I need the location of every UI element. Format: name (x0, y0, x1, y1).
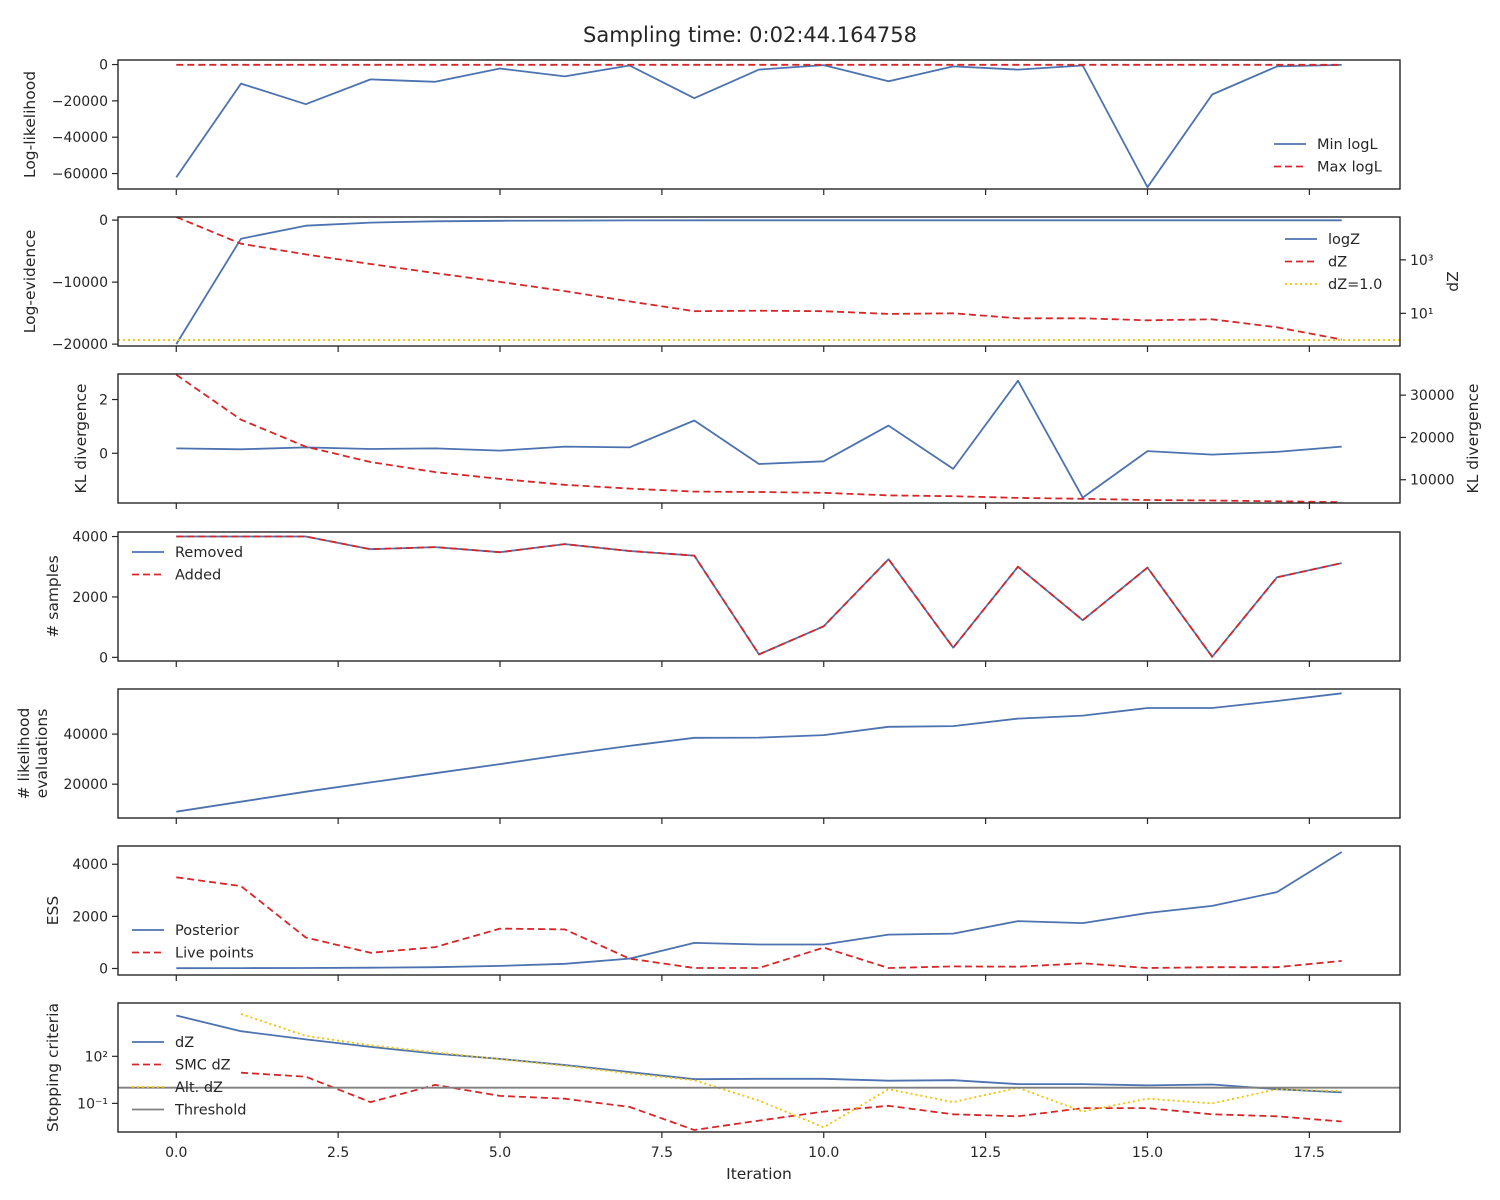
figure-title: Sampling time: 0:02:44.164758 (583, 23, 917, 47)
samples-panel-line-added (176, 535, 1342, 658)
y-tick-label: 2 (99, 393, 108, 409)
loglikelihood-panel-frame (117, 59, 1401, 190)
samples-panel-line-removed (176, 535, 1342, 658)
y-tick-label: 0 (99, 58, 108, 74)
kl-panel-line-series-1 (175, 374, 1342, 503)
legend-label: Added (175, 568, 221, 584)
x-axis-label: Iteration (726, 1165, 792, 1183)
legend-label: dZ=1.0 (1328, 277, 1382, 293)
y-axis-label: evaluations (33, 709, 51, 799)
loglikelihood-panel: 0 −20000 −40000 −60000 Log-likelihood Min log… (21, 58, 1401, 195)
legend-label: Posterior (175, 923, 239, 939)
y2-tick-label: 20000 (1410, 430, 1455, 446)
kl-panel-frame (117, 373, 1401, 504)
legend-label: Min logL (1317, 137, 1378, 153)
y-tick-label: 2000 (72, 590, 108, 606)
legend-label: SMC dZ (175, 1058, 231, 1074)
y-axis-label: Log-likelihood (21, 71, 39, 178)
x-tick-label: 7.5 (651, 1145, 673, 1161)
stopping-panel-line-smc-dz (240, 1071, 1342, 1131)
x-tick-label: 17.5 (1294, 1145, 1325, 1161)
loglikelihood-panel-legend: Min logL Max logL (1274, 137, 1382, 176)
evidence-panel-line-dz (175, 217, 1342, 341)
legend-label: dZ (1328, 255, 1347, 271)
y-tick-label: 20000 (63, 777, 108, 793)
evidence-panel-legend: logZ dZ dZ=1.0 (1285, 232, 1382, 293)
legend-label: Removed (175, 545, 243, 561)
stopping-panel: 0.0 2.5 5.0 7.5 10.0 12.5 15.0 17.5 10² 10⁻¹ Stopp… (44, 1002, 1401, 1161)
y-tick-label: −20000 (52, 94, 108, 110)
loglikelihood-panel-series (175, 63, 1342, 189)
samples-panel: 4000 2000 0 # samples Removed Added (44, 530, 1401, 667)
x-tick-label: 5.0 (489, 1145, 511, 1161)
evaluations-panel: 40000 20000 # likelihood evaluations (15, 688, 1401, 824)
samples-panel-series (176, 535, 1342, 658)
x-tick-label: 0.0 (165, 1145, 187, 1161)
evidence-panel-series (118, 217, 1400, 345)
ess-panel-series (176, 851, 1343, 970)
y2-axis-label: KL divergence (1464, 384, 1482, 494)
y2-tick-label: 10³ (1410, 253, 1433, 269)
evidence-panel-frame (117, 216, 1401, 347)
y-tick-label: 40000 (63, 727, 108, 743)
x-tick-label: 12.5 (970, 1145, 1001, 1161)
y-tick-label: 10⁻¹ (77, 1096, 108, 1112)
y-axis-label: # likelihood (15, 708, 33, 800)
evidence-panel-line-logz (175, 219, 1342, 345)
y-axis-label: KL divergence (72, 384, 90, 494)
stopping-panel-line-dz (176, 1014, 1342, 1094)
ess-panel-line-posterior (176, 851, 1343, 970)
legend-label: Max logL (1317, 160, 1382, 176)
legend-label: logZ (1328, 232, 1360, 248)
x-tick-label: 15.0 (1132, 1145, 1163, 1161)
evaluations-panel-line-series-0 (176, 692, 1342, 813)
legend-label: dZ (175, 1035, 194, 1051)
stopping-panel-legend: dZ SMC dZ Alt. dZ Threshold (132, 1035, 246, 1119)
legend-label: Alt. dZ (175, 1080, 223, 1096)
y-tick-label: 4000 (72, 857, 108, 873)
y-tick-label: −10000 (52, 275, 108, 291)
y-tick-label: 0 (99, 650, 108, 666)
y-axis-label: ESS (44, 896, 62, 925)
legend-label: Live points (175, 946, 254, 962)
y2-axis-label: dZ (1444, 271, 1462, 291)
y2-tick-label: 10000 (1410, 473, 1455, 489)
samples-panel-legend: Removed Added (132, 545, 243, 584)
y-axis-label: Log-evidence (21, 230, 39, 334)
kl-panel-line-series-0 (176, 379, 1342, 499)
x-tick-label: 10.0 (808, 1145, 839, 1161)
ess-panel-legend: Posterior Live points (132, 923, 254, 962)
stopping-panel-line-alt-dz (240, 1013, 1342, 1129)
panels: 0 −20000 −40000 −60000 Log-likelihood Min log… (15, 58, 1482, 1161)
ess-panel-frame (117, 845, 1401, 976)
y-tick-label: −40000 (52, 130, 108, 146)
stopping-panel-frame (117, 1002, 1401, 1133)
legend-label: Threshold (174, 1103, 246, 1119)
y-tick-label: 2000 (72, 909, 108, 925)
kl-panel-series (175, 374, 1342, 503)
y-axis-label: # samples (44, 555, 62, 637)
evidence-panel: 0 −10000 −20000 10¹ 10³ Log-evidence dZ logZ dZ d… (21, 213, 1462, 353)
samples-panel-frame (117, 531, 1401, 662)
y-tick-label: 4000 (72, 530, 108, 546)
y2-tick-label: 10¹ (1410, 306, 1433, 322)
kl-panel: 2 0 30000 20000 10000 KL divergence KL diverge… (72, 373, 1482, 509)
y2-tick-label: 30000 (1410, 388, 1455, 404)
y-tick-label: 0 (99, 961, 108, 977)
y-axis-label: Stopping criteria (44, 1003, 62, 1132)
ess-panel-line-live-points (176, 876, 1342, 969)
loglikelihood-panel-line-min-logl (175, 64, 1342, 189)
y-tick-label: 0 (99, 213, 108, 229)
x-tick-label: 2.5 (327, 1145, 349, 1161)
y-tick-label: 0 (99, 446, 108, 462)
evaluations-panel-frame (117, 688, 1401, 819)
ess-panel: 4000 2000 0 ESS Posterior Live points (44, 845, 1401, 981)
stopping-panel-series (118, 1013, 1400, 1131)
y-tick-label: 10² (85, 1049, 108, 1065)
y-tick-label: −20000 (52, 337, 108, 353)
evaluations-panel-series (176, 692, 1342, 813)
y-tick-label: −60000 (52, 167, 108, 183)
